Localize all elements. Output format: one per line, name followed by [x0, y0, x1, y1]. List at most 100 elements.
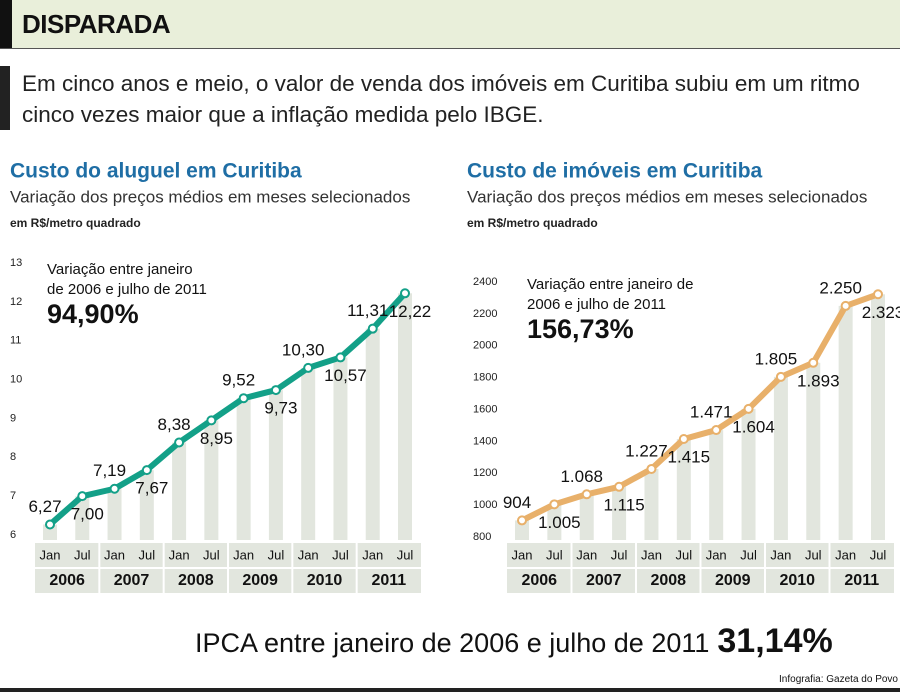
chart-title: Custo de imóveis em Curitiba: [467, 160, 763, 183]
point: [109, 483, 120, 494]
annotation: Variação entre janeiro: [47, 261, 193, 278]
value-label: 9,52: [222, 371, 255, 390]
x-tick-label: Jul: [397, 547, 414, 562]
value-column: [365, 328, 380, 540]
x-tick-label: Jan: [40, 547, 61, 562]
y-tick-label: 11: [10, 335, 21, 347]
value-column: [236, 398, 251, 540]
header: DISPARADA: [0, 0, 900, 49]
point: [840, 300, 851, 311]
line: [520, 291, 880, 524]
year-label: 2008: [178, 572, 214, 589]
y-tick-label: 9: [10, 412, 16, 424]
value-label: 2.323: [862, 303, 900, 322]
x-tick-label: Jul: [546, 547, 563, 562]
intro: Em cinco anos e meio, o valor de venda d…: [22, 71, 860, 127]
chart-subtitle: Variação dos preços médios em meses sele…: [10, 187, 410, 206]
value-label: 1.805: [755, 349, 798, 368]
value-label: 1.068: [560, 467, 603, 486]
bottom-line: [0, 688, 900, 692]
unit-label: em R$/metro quadrado: [10, 216, 141, 230]
value-label: 7,00: [71, 505, 104, 524]
value-column: [107, 488, 122, 540]
value-label: 1.604: [732, 417, 775, 436]
annotation: de 2006 e julho de 2011: [47, 281, 207, 298]
unit-label: em R$/metro quadrado: [467, 216, 598, 230]
y-tick-label: 1000: [473, 499, 497, 511]
value-column: [871, 294, 885, 540]
value-label: 9,73: [264, 399, 297, 418]
x-tick-label: Jul: [740, 547, 757, 562]
annotation-value: 94,90%: [47, 299, 139, 329]
value-label: 12,22: [389, 302, 432, 321]
value-label: 1.471: [690, 403, 733, 422]
value-label: 1.005: [538, 513, 581, 532]
annotation: 2006 e julho de 2011: [527, 296, 666, 313]
value-label: 8,38: [158, 415, 191, 434]
y-tick-label: 10: [10, 373, 22, 385]
y-tick-label: 1200: [473, 467, 497, 479]
value-column: [838, 305, 853, 540]
header-title: DISPARADA: [22, 9, 171, 39]
year-label: 2006: [49, 572, 85, 589]
value-label: 1.415: [668, 447, 711, 466]
x-tick-label: Jan: [770, 547, 791, 562]
y-tick-label: 1400: [473, 435, 497, 447]
year-label: 2010: [307, 572, 343, 589]
point: [678, 433, 689, 444]
point: [335, 352, 346, 363]
header-bar: [0, 0, 12, 48]
year-label: 2009: [242, 572, 278, 589]
x-tick-label: Jan: [512, 547, 533, 562]
y-tick-label: 1800: [473, 372, 497, 384]
footer-value: 31,14%: [717, 622, 833, 660]
year-label: 2010: [779, 572, 815, 589]
x-tick-label: Jan: [576, 547, 597, 562]
point: [775, 371, 786, 382]
value-column: [515, 520, 529, 540]
credit: Infografia: Gazeta do Povo: [779, 674, 898, 685]
value-label: 7,19: [93, 461, 126, 480]
year-label: 2006: [521, 572, 557, 589]
x-tick-label: Jul: [74, 547, 91, 562]
x-tick-label: Jul: [870, 547, 887, 562]
point: [517, 515, 527, 526]
value-label: 8,95: [200, 429, 233, 448]
x-tick-label: Jan: [641, 547, 662, 562]
point: [303, 362, 314, 373]
value-column: [139, 470, 154, 540]
value-column: [268, 390, 283, 540]
y-tick-label: 800: [473, 531, 491, 543]
year-label: 2011: [844, 572, 879, 589]
year-label: 2009: [715, 572, 751, 589]
point: [270, 385, 281, 396]
x-tick-label: Jul: [268, 547, 285, 562]
year-label: 2011: [371, 572, 406, 589]
point: [743, 403, 754, 414]
value-column: [398, 293, 412, 540]
value-column: [741, 408, 756, 540]
value-label: 7,67: [135, 479, 168, 498]
y-tick-label: 2000: [473, 340, 497, 352]
value-label: 2.250: [819, 278, 862, 297]
y-tick-label: 6: [10, 529, 16, 541]
y-tick-label: 2400: [473, 276, 497, 288]
value-column: [806, 362, 821, 540]
x-tick-label: Jan: [169, 547, 190, 562]
footer-text: IPCA entre janeiro de 2006 e julho de 20…: [195, 628, 710, 658]
point: [45, 519, 55, 530]
value-label: 6,27: [28, 497, 61, 516]
point: [808, 357, 819, 368]
value-column: [579, 494, 594, 540]
point: [174, 437, 185, 448]
x-tick-label: Jan: [233, 547, 254, 562]
y-tick-label: 8: [10, 451, 16, 463]
point: [77, 491, 88, 502]
value-label: 1.893: [797, 371, 840, 390]
point: [646, 463, 657, 474]
year-label: 2007: [586, 572, 622, 589]
point: [206, 415, 217, 426]
intro-bar: [0, 66, 10, 130]
